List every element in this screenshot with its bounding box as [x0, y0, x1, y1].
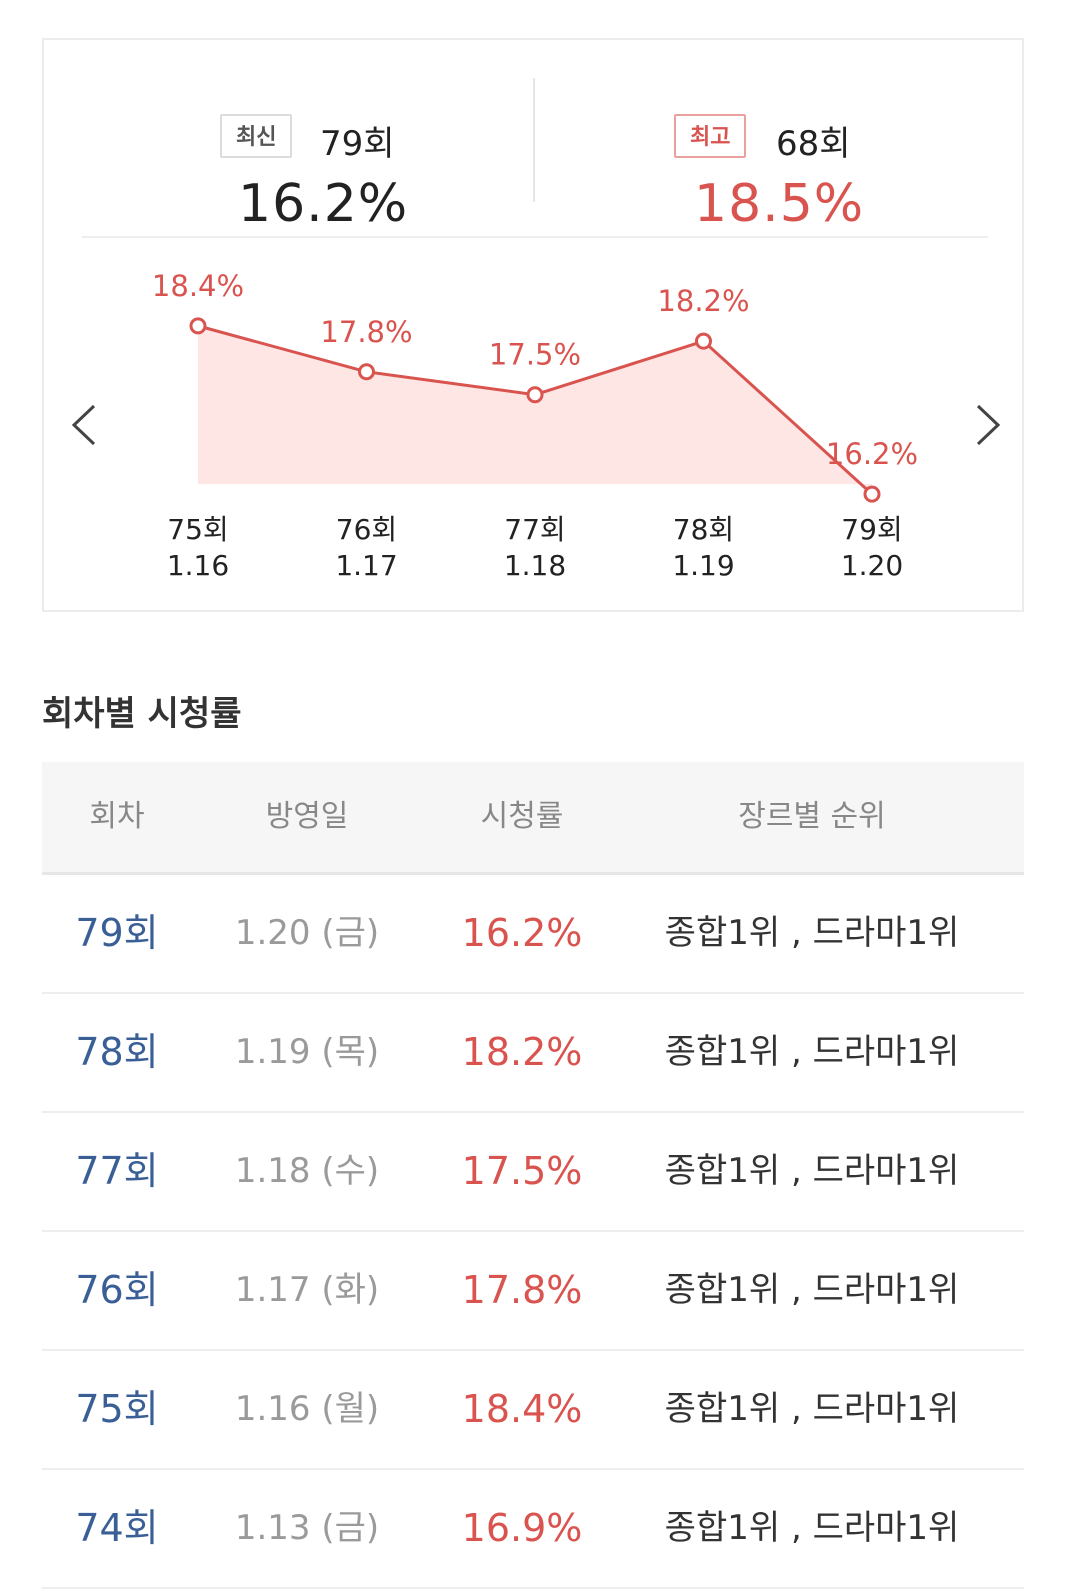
x-tick-episode: 78회 [672, 513, 735, 546]
chart-x-tick-label: 76회 1.17 [307, 512, 427, 584]
header-episode: 회차 [89, 799, 145, 834]
chart-area-fill [198, 325, 872, 495]
summary-divider [533, 78, 535, 202]
table-row: 79회 1.20 (금) 16.2% 종합1위 , 드라마1위 [42, 875, 1024, 994]
episode-link[interactable]: 77회 [75, 1149, 159, 1193]
chart-value-label: 17.5% [489, 338, 581, 372]
x-tick-episode: 77회 [504, 513, 566, 546]
chart-value-label: 16.2% [826, 437, 918, 471]
episode-ratings-table: 회차 방영일 시청률 장르별 순위 79회 1.20 (금) 16.2% 종합1… [42, 762, 1024, 1589]
chevron-left-icon [71, 404, 96, 446]
table-row: 78회 1.19 (목) 18.2% 종합1위 , 드라마1위 [42, 994, 1024, 1113]
table-row: 77회 1.18 (수) 17.5% 종합1위 , 드라마1위 [42, 1113, 1024, 1232]
section-title: 회차별 시청률 [42, 694, 242, 734]
highest-episode: 68회 [776, 124, 851, 164]
table-header: 회차 방영일 시청률 장르별 순위 [42, 762, 1024, 875]
x-tick-episode: 79회 [841, 513, 903, 546]
latest-episode: 79회 [320, 124, 395, 164]
episode-link[interactable]: 76회 [75, 1268, 159, 1312]
rating-value: 17.8% [461, 1268, 583, 1312]
episode-link[interactable]: 74회 [75, 1506, 159, 1550]
table-row: 76회 1.17 (화) 17.8% 종합1위 , 드라마1위 [42, 1232, 1024, 1351]
genre-rank: 종합1위 , 드라마1위 [664, 1508, 960, 1548]
chart-value-label: 18.2% [657, 284, 749, 318]
chart-next-button[interactable] [966, 400, 1006, 450]
episode-link[interactable]: 78회 [75, 1030, 159, 1074]
chart-point [863, 485, 881, 503]
chart-value-label: 17.8% [320, 315, 412, 349]
air-date: 1.17 (화) [234, 1270, 380, 1310]
header-air-date: 방영일 [265, 799, 349, 834]
air-date: 1.20 (금) [234, 913, 380, 953]
chart-prev-button[interactable] [66, 400, 106, 450]
genre-rank: 종합1위 , 드라마1위 [664, 1270, 960, 1310]
header-rating: 시청률 [480, 799, 564, 834]
highest-rating: 18.5% [694, 174, 865, 234]
chart-point [526, 386, 544, 404]
chart-point [695, 332, 712, 350]
genre-rank: 종합1위 , 드라마1위 [664, 913, 960, 953]
rating-value: 18.4% [461, 1387, 583, 1431]
x-tick-date: 1.16 [166, 549, 230, 582]
episode-link[interactable]: 75회 [75, 1387, 159, 1431]
chart-x-tick-label: 78회 1.19 [644, 512, 764, 584]
genre-rank: 종합1위 , 드라마1위 [664, 1151, 960, 1191]
x-tick-date: 1.20 [840, 549, 904, 582]
rating-value: 17.5% [461, 1149, 583, 1193]
summary-chart-divider [82, 236, 988, 238]
latest-rating: 16.2% [238, 174, 409, 234]
rating-summary: 최신 79회 16.2% 최고 68회 18.5% [44, 40, 1022, 240]
genre-rank: 종합1위 , 드라마1위 [664, 1032, 960, 1072]
chart-x-tick-label: 77회 1.18 [475, 512, 595, 584]
chart-point [189, 317, 207, 335]
chart-x-tick-label: 79회 1.20 [812, 512, 932, 584]
x-tick-date: 1.17 [335, 549, 398, 582]
x-tick-episode: 76회 [335, 513, 398, 546]
latest-summary: 최신 79회 16.2% [44, 76, 534, 234]
air-date: 1.18 (수) [234, 1151, 380, 1191]
rating-value: 16.9% [461, 1506, 583, 1550]
highest-summary: 최고 68회 18.5% [534, 76, 1024, 234]
x-tick-episode: 75회 [167, 513, 229, 546]
ratings-card: 최신 79회 16.2% 최고 68회 18.5% 18.4% 17.8% 17.5… [42, 38, 1024, 612]
rating-value: 16.2% [461, 911, 583, 955]
rating-value: 18.2% [461, 1030, 583, 1074]
chart-value-label: 18.4% [152, 269, 244, 303]
table-row: 74회 1.13 (금) 16.9% 종합1위 , 드라마1위 [42, 1470, 1024, 1589]
episode-link[interactable]: 79회 [75, 911, 159, 955]
chart-point [358, 363, 375, 381]
air-date: 1.13 (금) [234, 1508, 380, 1548]
highest-badge: 최고 [674, 114, 747, 158]
chart-x-tick-label: 75회 1.16 [138, 512, 258, 584]
header-genre-rank: 장르별 순위 [738, 799, 886, 834]
air-date: 1.19 (목) [234, 1032, 380, 1072]
genre-rank: 종합1위 , 드라마1위 [664, 1389, 960, 1429]
x-tick-date: 1.19 [672, 549, 735, 582]
x-tick-date: 1.18 [503, 549, 567, 582]
air-date: 1.16 (월) [234, 1389, 380, 1429]
latest-badge: 최신 [220, 114, 293, 158]
table-row: 75회 1.16 (월) 18.4% 종합1위 , 드라마1위 [42, 1351, 1024, 1470]
ratings-chart: 18.4% 17.8% 17.5% 18.2% 16.2% [152, 269, 918, 503]
chevron-right-icon [976, 404, 1001, 446]
